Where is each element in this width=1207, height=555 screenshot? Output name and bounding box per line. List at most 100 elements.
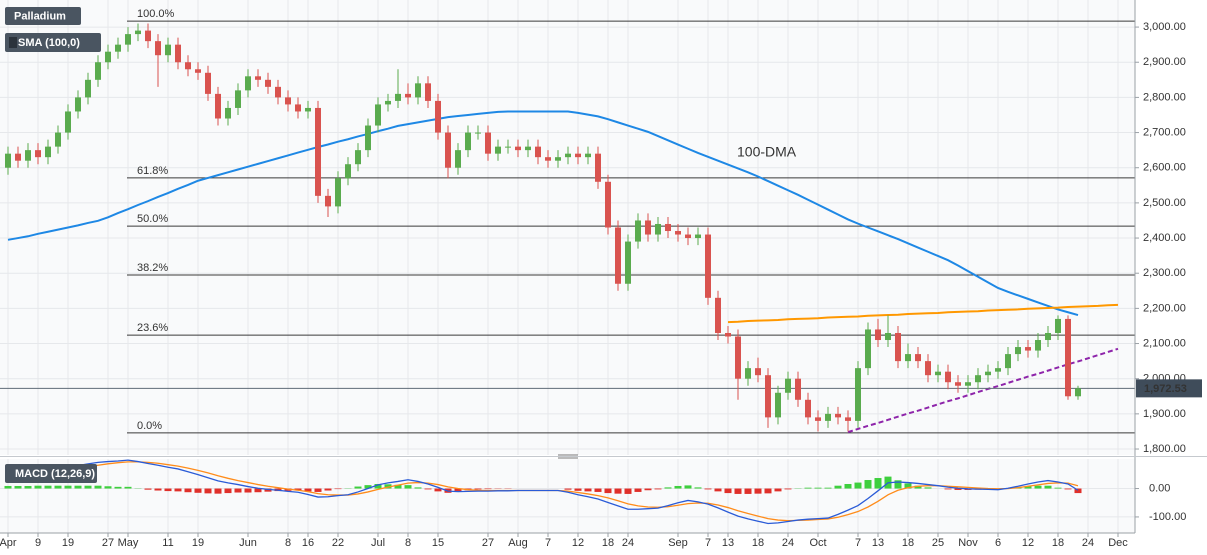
last-price-label: 1,972.53 [1144, 383, 1187, 395]
candle-body [825, 413, 831, 421]
y-tick-label: 2,200.00 [1143, 302, 1186, 314]
candle-body [145, 30, 151, 42]
macd-histogram-bar [364, 485, 372, 489]
x-tick-label: 15 [432, 537, 444, 549]
macd-histogram-bar [194, 488, 202, 493]
candle-body [75, 97, 81, 112]
candle-body [945, 371, 951, 383]
candle-body [285, 97, 291, 105]
macd-histogram-bar [434, 488, 442, 492]
macd-histogram-bar [944, 488, 952, 490]
candle-body [105, 51, 111, 63]
macd-histogram-bar [394, 484, 402, 489]
fib-label: 23.6% [137, 322, 168, 334]
fib-label: 50.0% [137, 213, 168, 225]
macd-histogram-bar [314, 488, 322, 492]
candle-body [985, 371, 991, 376]
candle-body [1015, 347, 1021, 355]
macd-histogram-bar [814, 487, 822, 489]
fib-label: 61.8% [137, 165, 168, 177]
x-tick-label: 7 [545, 537, 551, 549]
x-tick-label: Nov [958, 537, 978, 549]
macd-histogram-bar [1074, 488, 1082, 494]
macd-histogram-bar [334, 488, 342, 490]
last-price-box [1136, 379, 1202, 398]
candle-body [215, 93, 221, 119]
trendline [847, 347, 1119, 434]
y-tick-label: 1,900.00 [1143, 408, 1186, 420]
candle-body [1025, 347, 1031, 351]
macd-histogram-bar [914, 485, 922, 489]
macd-histogram-bar [74, 485, 82, 489]
macd-histogram-bar [324, 488, 332, 491]
candle-body [725, 332, 731, 337]
y-tick-label: 2,700.00 [1143, 126, 1186, 138]
macd-histogram-bar [474, 488, 482, 490]
candle-body [125, 34, 131, 45]
candle-body [305, 107, 311, 112]
sma-tag: SMA (100,0) [5, 33, 101, 52]
candle-body [815, 417, 821, 421]
x-tick-label: 16 [302, 537, 314, 549]
candle-body [325, 195, 331, 207]
candle-body [1075, 388, 1081, 397]
macd-histogram-bar [864, 480, 872, 489]
macd-histogram-bar [774, 488, 782, 492]
fib-label: 100.0% [137, 8, 175, 20]
macd-histogram-bar [1024, 486, 1032, 489]
y-tick-label: 2,900.00 [1143, 56, 1186, 68]
candle-body [165, 44, 171, 56]
macd-histogram-bar [424, 488, 432, 490]
candle-body [25, 150, 31, 161]
macd-tag: MACD (12,26,9) [5, 464, 97, 483]
macd-histogram-bar [124, 486, 132, 489]
candle-body [925, 361, 931, 376]
macd-histogram-bar [254, 488, 262, 493]
macd-histogram-bar [304, 488, 312, 492]
candle-body [905, 354, 911, 362]
macd-histogram-bar [144, 488, 152, 490]
x-tick-label: Jun [239, 537, 257, 549]
macd-histogram-bar [4, 485, 12, 489]
candle-body [635, 220, 641, 242]
macd-histogram-bar [404, 485, 412, 489]
candle-body [155, 41, 161, 56]
candle-body [915, 354, 921, 362]
macd-histogram-bar [214, 488, 222, 494]
candle-body [315, 107, 321, 196]
candle-body [555, 157, 561, 161]
macd-histogram-bar [414, 487, 422, 489]
x-tick-label: 8 [285, 537, 291, 549]
macd-histogram-bar [604, 488, 612, 494]
y-tick-label: -100.00 [1149, 511, 1186, 523]
macd-histogram-bar [574, 488, 582, 491]
marks: 100.0% 61.8% 50.0% 38.2% 23.6% 0.0% [0, 8, 1135, 525]
macd-histogram-bar [1054, 487, 1062, 489]
candle-body [185, 62, 191, 70]
candle-body [1045, 332, 1051, 341]
candle-body [225, 107, 231, 119]
macd-histogram-bar [954, 488, 962, 490]
y-tick-label: 3,000.00 [1143, 21, 1186, 33]
trendline [727, 303, 1119, 324]
candle-body [355, 150, 361, 165]
chart-title: Palladium [14, 10, 66, 22]
x-tick-label: Dec [1108, 537, 1128, 549]
candle-body [395, 93, 401, 101]
candle-body [745, 368, 751, 379]
y-tick-label: 2,800.00 [1143, 91, 1186, 103]
title-tag: Palladium [5, 7, 81, 25]
candle-body [115, 44, 121, 52]
candle-body [465, 132, 471, 151]
x-tick-label: 7 [855, 537, 861, 549]
sma-annotation: 100-DMA [737, 144, 797, 160]
macd-histogram-bar [114, 486, 122, 489]
candle-body [1035, 340, 1041, 351]
candle-body [15, 153, 21, 161]
candle-body [255, 76, 261, 80]
macd-histogram-bar [94, 485, 102, 489]
candle-body [845, 417, 851, 421]
candle-body [615, 227, 621, 284]
x-tick-label: 6 [995, 537, 1001, 549]
macd-histogram-bar [624, 488, 632, 494]
